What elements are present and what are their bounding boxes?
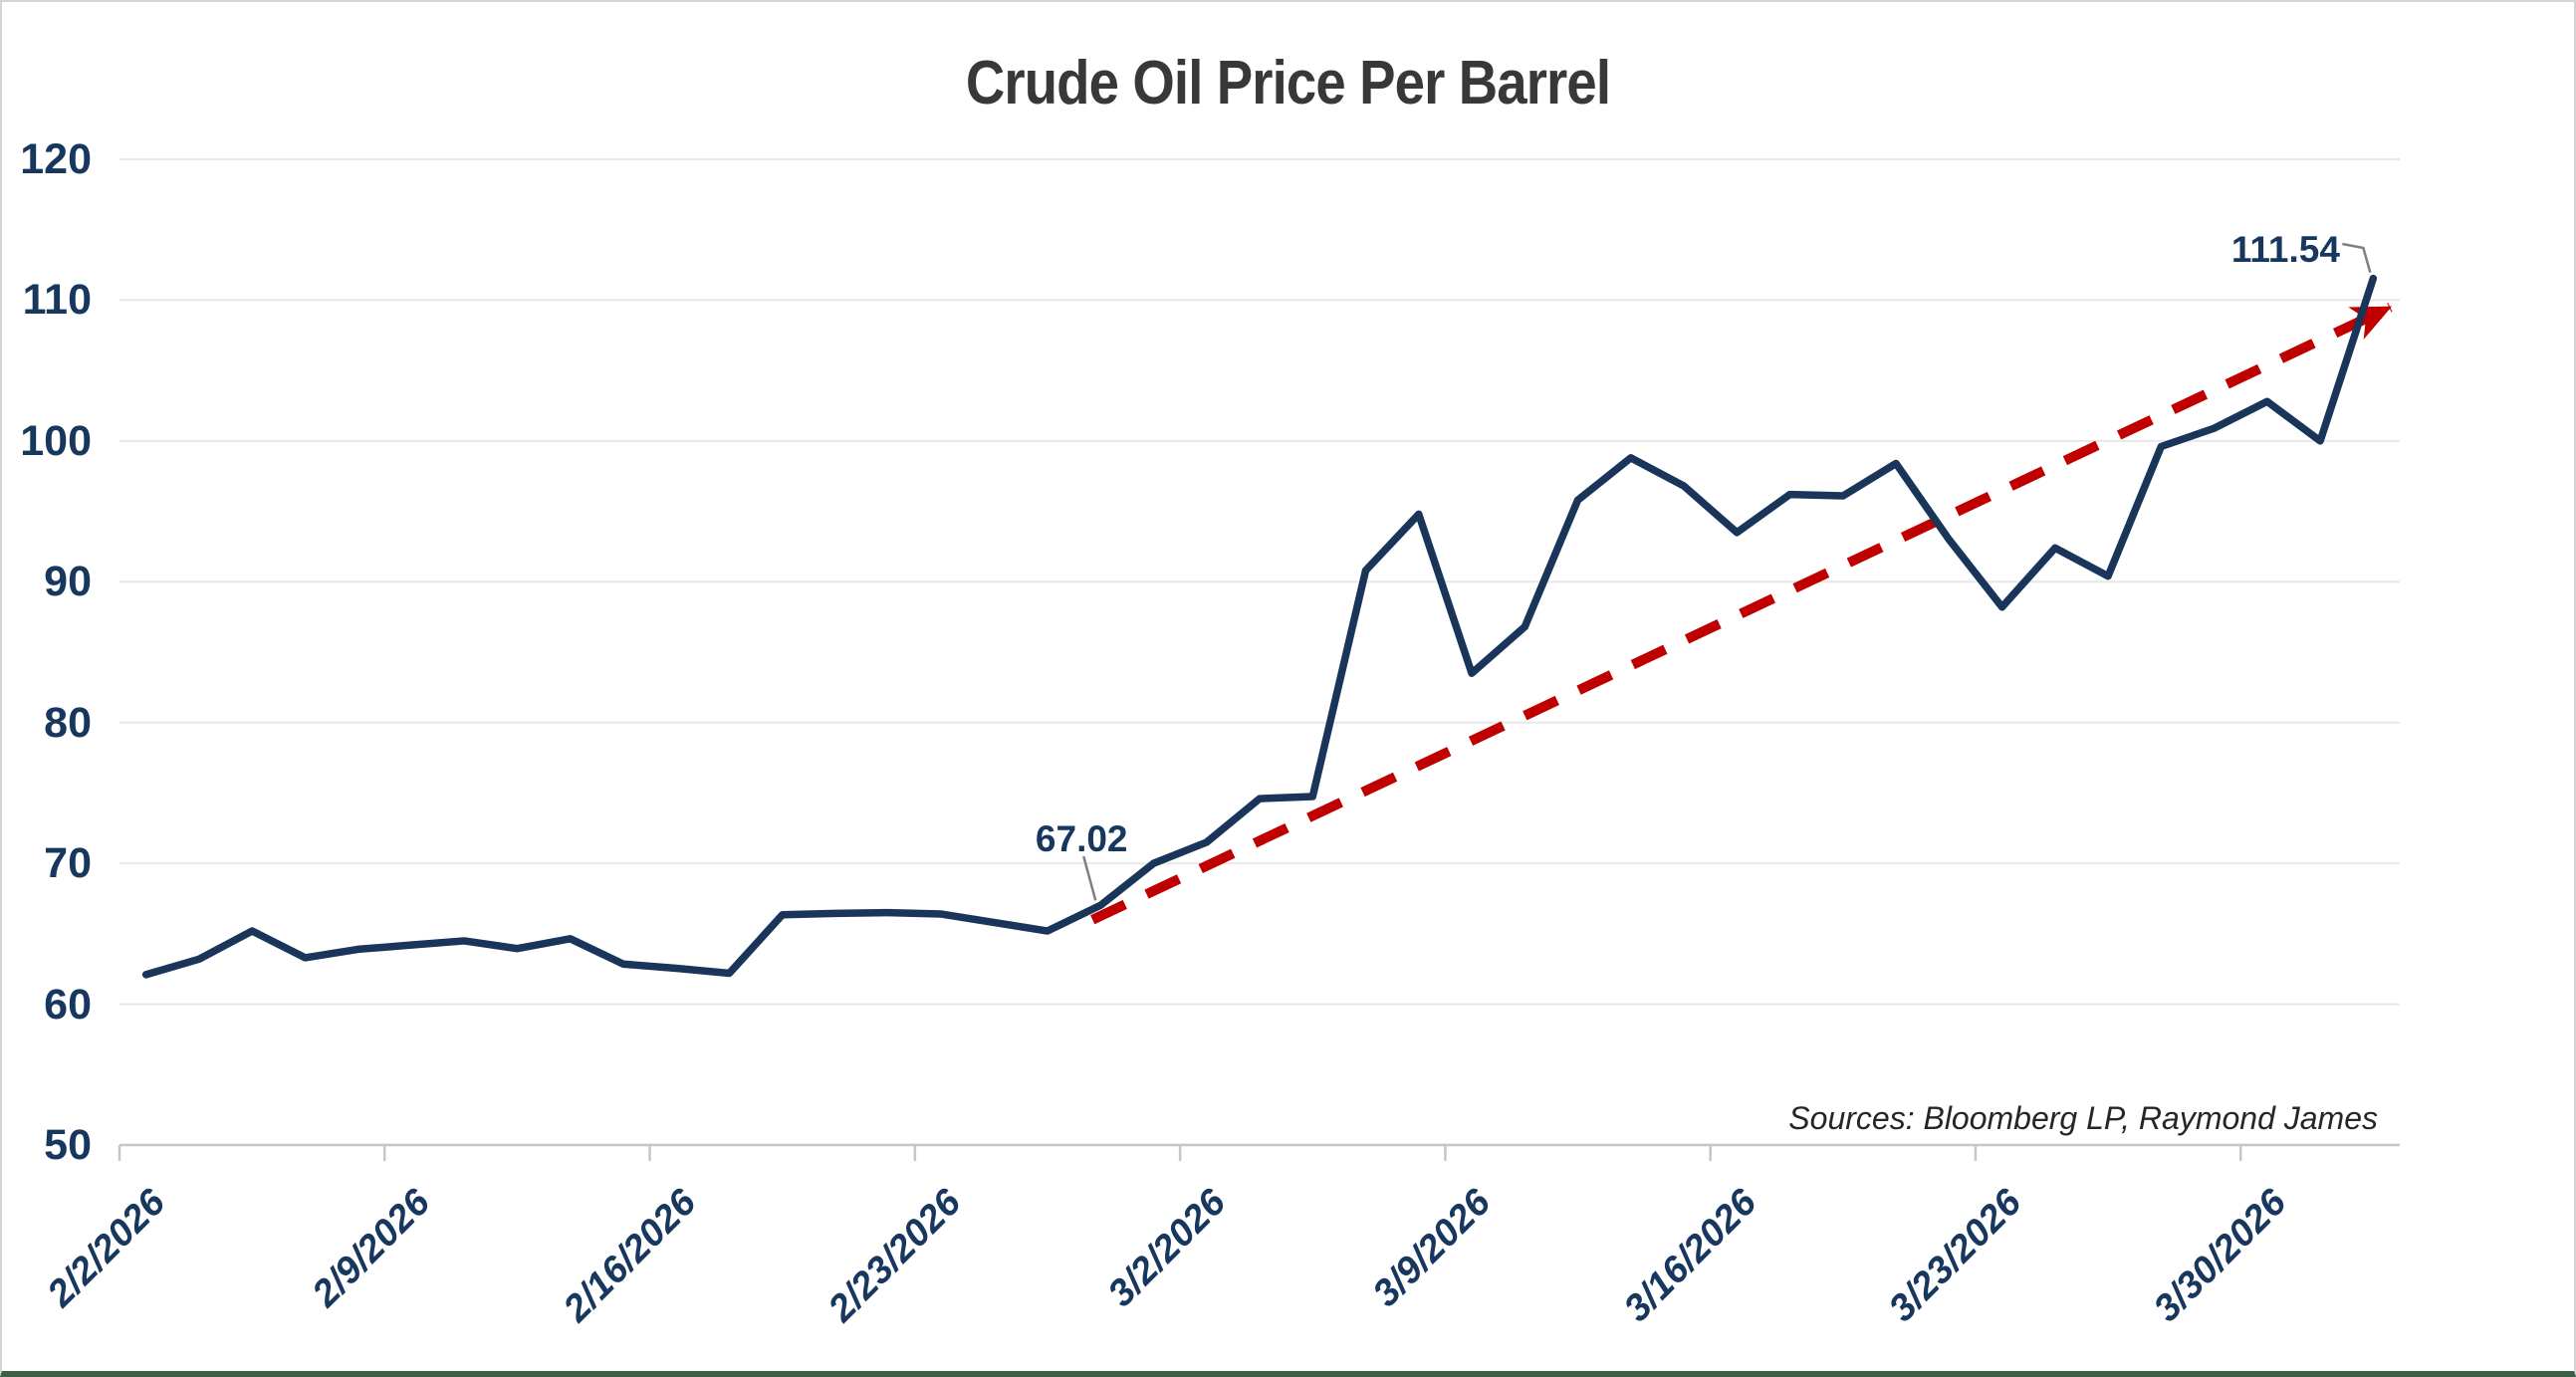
y-axis-label: 70: [44, 839, 92, 888]
chart-title: Crude Oil Price Per Barrel: [965, 49, 1611, 117]
y-axis-label: 50: [44, 1121, 92, 1169]
source-note: Sources: Bloomberg LP, Raymond James: [1788, 1100, 2378, 1136]
annotation-leader-line: [2342, 242, 2372, 273]
price-line-series: [141, 274, 2378, 979]
y-axis-label: 60: [44, 980, 92, 1029]
y-axis-label: 110: [22, 276, 92, 325]
trend-line: [1090, 302, 2393, 925]
y-axis-label: 90: [44, 558, 92, 606]
y-axis-label: 80: [44, 698, 92, 747]
annotation-leader-line: [1082, 855, 1097, 901]
annotation-end-value: 111.54: [2230, 229, 2340, 270]
annotation-start-value: 67.02: [1035, 818, 1128, 859]
y-axis-label: 120: [20, 135, 92, 183]
y-axis-label: 100: [20, 416, 92, 465]
